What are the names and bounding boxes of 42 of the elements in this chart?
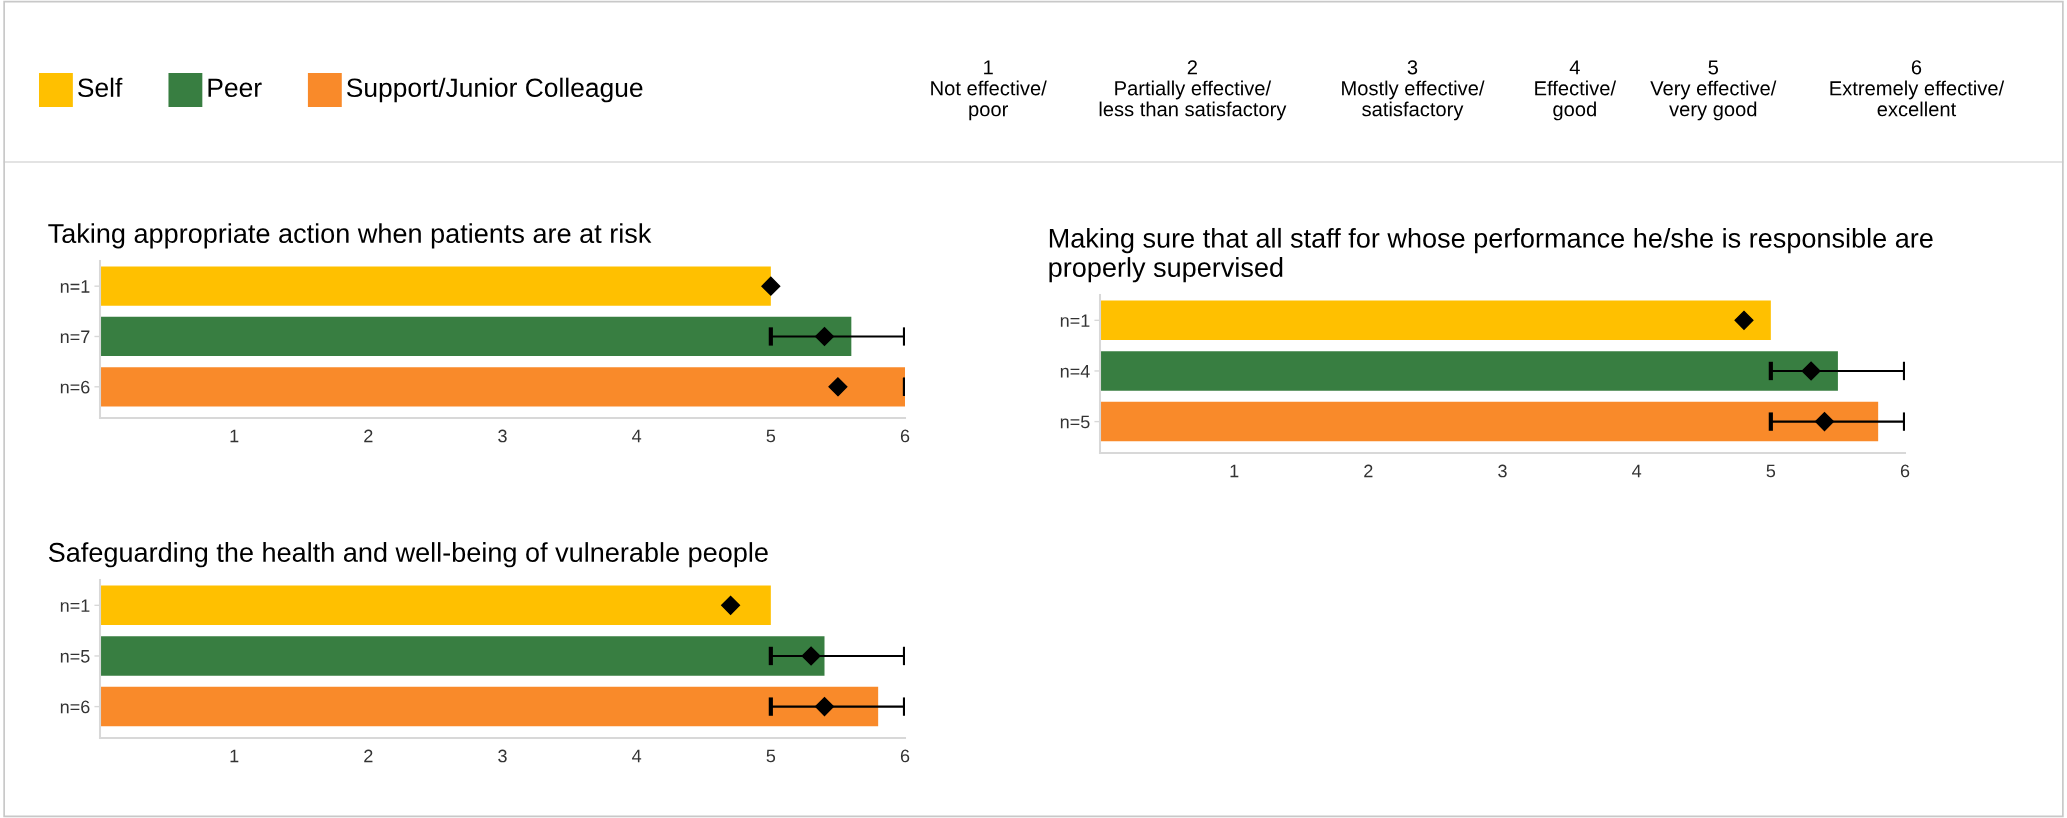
x-tick-label: 6: [900, 749, 910, 763]
x-tick-label: 5: [766, 429, 776, 443]
x-tick-label: 2: [364, 429, 373, 443]
x-tick-label: 1: [230, 429, 239, 443]
chart-title: Safeguarding the health and well-being of vulnerable people: [48, 542, 768, 568]
category-label: Support/Junior Colleague: [346, 77, 643, 103]
text: 3 Mostly effective/ satisfactory: [1342, 60, 1485, 121]
y-tick-label: n=6: [60, 700, 90, 714]
y-tick-label: n=5: [1060, 415, 1090, 429]
bar: [100, 316, 852, 357]
x-tick-label: 1: [1230, 464, 1239, 478]
x-tick-label: 4: [1632, 464, 1642, 478]
y-tick-label: n=1: [1060, 314, 1090, 327]
x-tick-label: 5: [766, 749, 776, 763]
y-tick-label: n=6: [60, 380, 90, 394]
bar: [100, 266, 771, 306]
text: 6 Extremely effective/ excellent: [1830, 60, 2005, 117]
x-tick-label: 5: [1766, 464, 1776, 478]
text: 2 Partially effective/ less than satisfactory: [1099, 60, 1287, 121]
x-tick-label: 3: [498, 749, 507, 763]
text: 4 Effective/ good: [1535, 60, 1617, 121]
chart-title: Making sure that all staff for whose performance he/she is responsible are properly supervised: [1049, 227, 1933, 283]
x-tick-label: 2: [1364, 464, 1373, 478]
y-tick-label: n=1: [60, 280, 90, 293]
y-tick-label: n=4: [1060, 365, 1090, 378]
category-label: Self: [78, 77, 123, 98]
text: 1 Not effective/ poor: [931, 60, 1047, 121]
x-tick-label: 6: [900, 429, 910, 443]
x-tick-label: 4: [632, 429, 642, 443]
x-tick-label: 2: [364, 749, 373, 763]
x-tick-label: 4: [632, 749, 642, 763]
x-tick-label: 3: [1498, 464, 1507, 478]
category-label: Peer: [208, 78, 262, 98]
x-tick-label: 3: [498, 429, 507, 443]
text: 5 Very effective/ very good: [1650, 60, 1777, 121]
x-tick-label: 6: [1900, 464, 1910, 478]
bar: [100, 367, 905, 407]
y-tick-label: n=1: [60, 599, 90, 612]
y-tick-label: n=5: [60, 650, 90, 663]
chart-title: Taking appropriate action when patients are at risk: [48, 223, 652, 249]
y-tick-label: n=7: [60, 330, 90, 344]
x-tick-label: 1: [230, 749, 239, 763]
